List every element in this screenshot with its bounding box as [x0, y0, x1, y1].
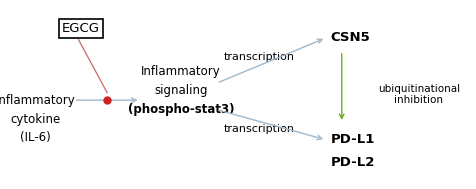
Text: (IL-6): (IL-6) [20, 132, 51, 144]
Text: PD-L1: PD-L1 [331, 133, 375, 146]
Text: EGCG: EGCG [62, 22, 100, 35]
Text: (phospho-stat3): (phospho-stat3) [128, 103, 234, 116]
Text: PD-L2: PD-L2 [331, 156, 375, 169]
Text: cytokine: cytokine [10, 113, 61, 125]
Text: ubiquitinational
inhibition: ubiquitinational inhibition [378, 84, 460, 105]
Text: Inflammatory: Inflammatory [141, 65, 221, 78]
Text: CSN5: CSN5 [331, 31, 371, 44]
Text: transcription: transcription [224, 124, 295, 133]
Text: signaling: signaling [154, 84, 208, 97]
Point [103, 99, 111, 102]
Text: transcription: transcription [224, 52, 295, 62]
Text: Inflammatory: Inflammatory [0, 94, 76, 107]
